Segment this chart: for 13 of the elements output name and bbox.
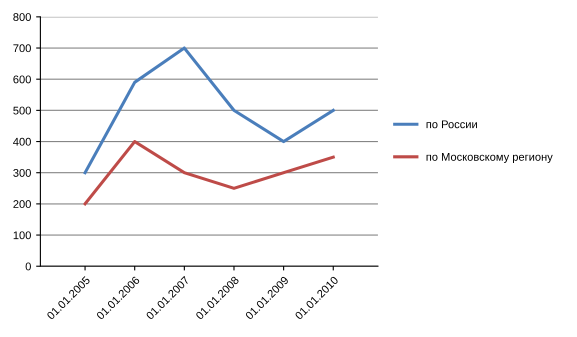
y-tick-label: 800: [13, 13, 31, 21]
y-tick-label: 100: [14, 231, 31, 240]
line-series: [84, 46, 335, 174]
line-series: [84, 140, 335, 206]
y-tick-label: 0: [26, 262, 31, 270]
y-tick-label: 500: [13, 106, 31, 115]
y-tick-label: 700: [13, 44, 31, 52]
y-tick-label: 400: [13, 138, 31, 146]
y-tick-label: 200: [13, 200, 31, 208]
legend-label: по Московскому региону: [426, 153, 553, 164]
legend-label: по России: [426, 120, 477, 128]
y-tick-label: 300: [13, 168, 31, 177]
y-tick-label: 600: [13, 75, 31, 84]
